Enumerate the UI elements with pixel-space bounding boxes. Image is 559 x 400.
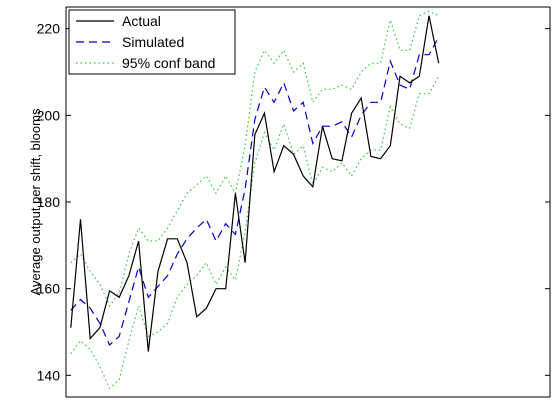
y-tick-label: 140 <box>37 367 61 383</box>
y-axis: 140 160 180 200 220 <box>37 21 550 383</box>
series-line-conf-band-upper <box>70 10 439 308</box>
legend-label-actual: Actual <box>122 13 161 29</box>
y-tick-label: 180 <box>37 194 61 210</box>
y-tick-label: 160 <box>37 281 61 297</box>
legend-label-conf-band: 95% conf band <box>122 55 215 71</box>
legend-label-simulated: Simulated <box>122 34 184 50</box>
y-axis-label: Average output per shift, blooms <box>28 108 43 295</box>
series-line-actual <box>70 15 440 352</box>
y-tick-label: 200 <box>37 107 61 123</box>
series-layer <box>70 10 440 390</box>
y-tick-label: 220 <box>37 21 61 37</box>
legend: Actual Simulated 95% conf band <box>68 9 236 75</box>
series-line-simulated <box>70 37 440 347</box>
series-line-conf-band-lower <box>70 76 440 390</box>
